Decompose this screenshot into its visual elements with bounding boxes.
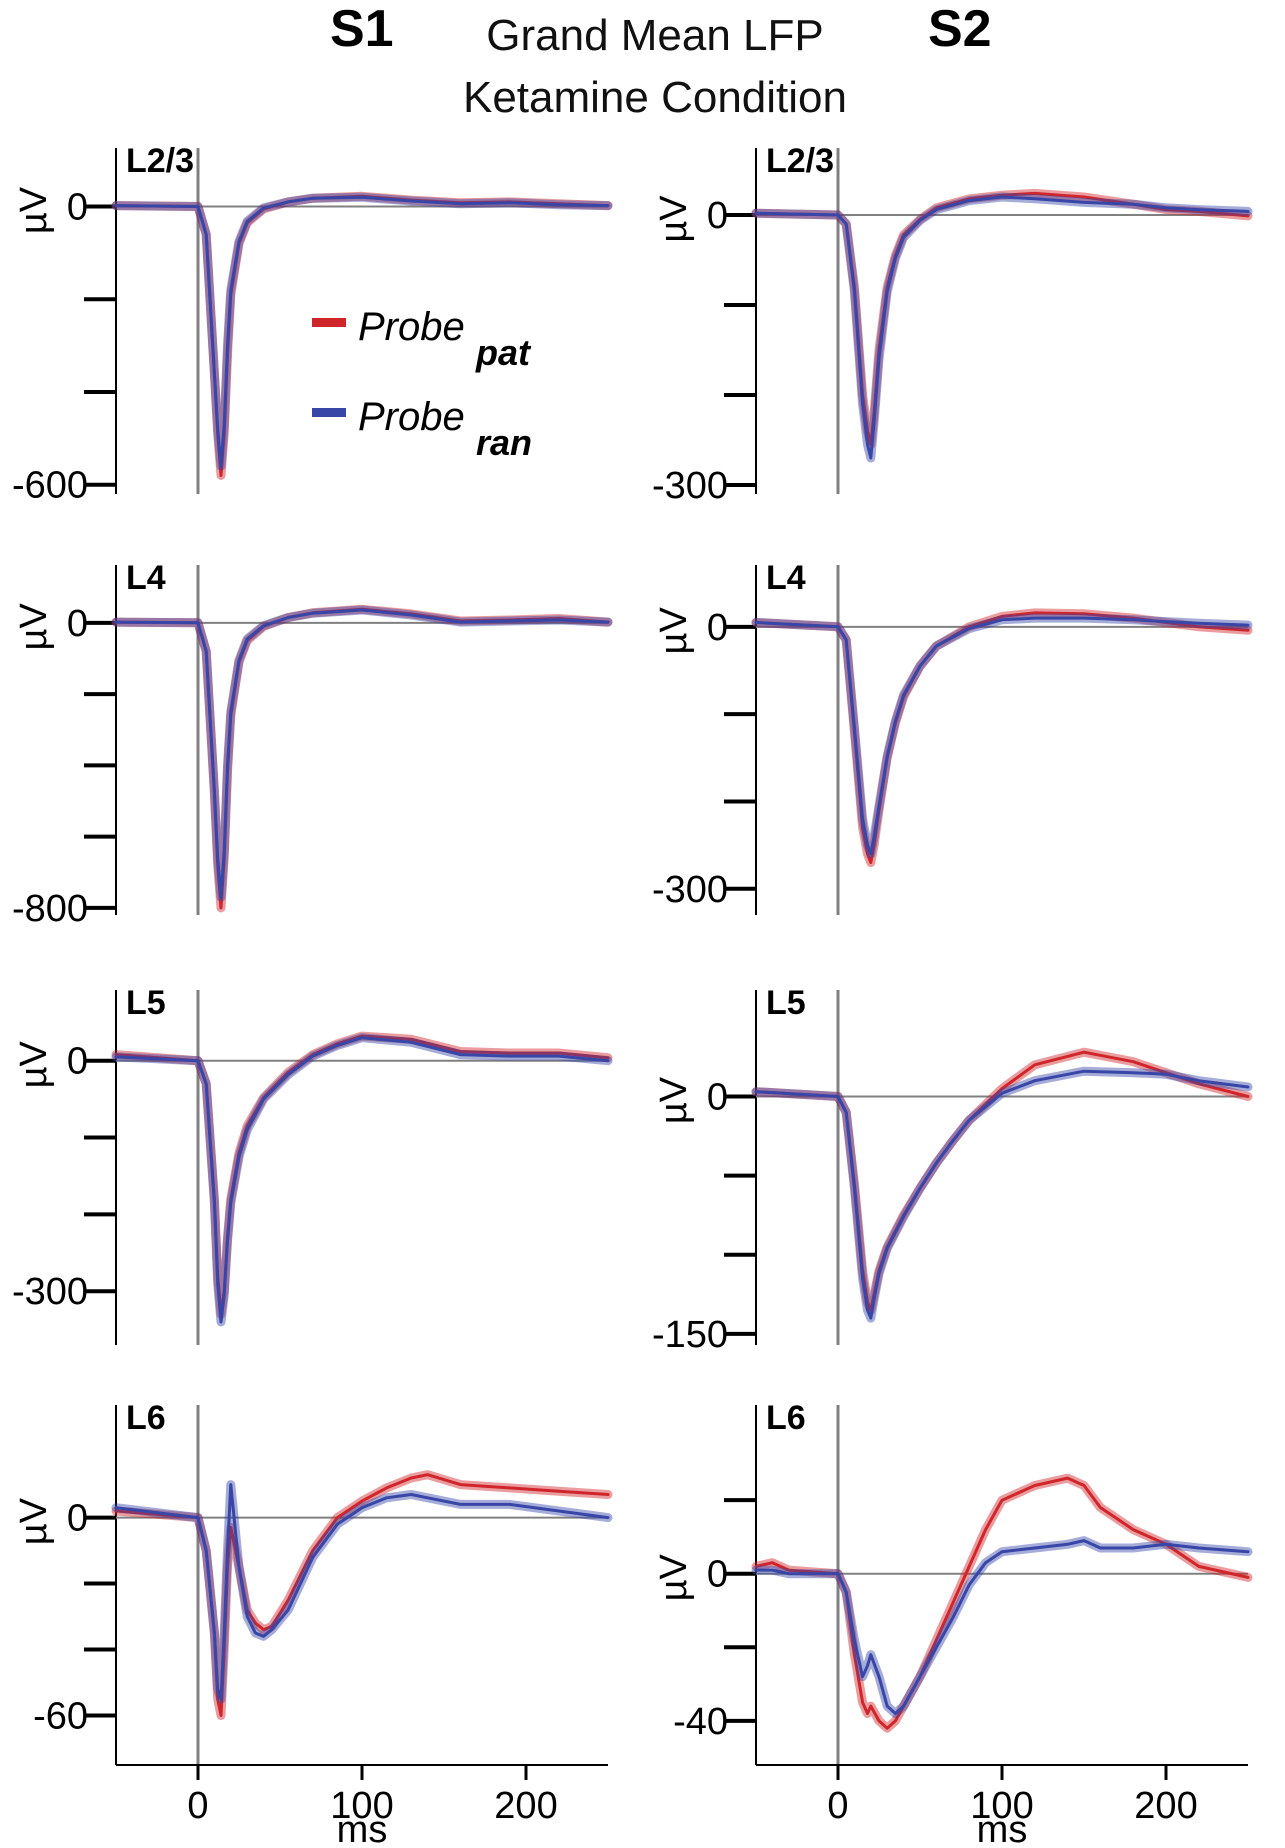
legend-label-pat: Probe (358, 305, 465, 349)
series-line-ran-s1-l5 (114, 1036, 610, 1324)
y-tick-label-s1-l6: -60 (33, 1696, 88, 1738)
y-tick-label-s2-l6: -40 (673, 1701, 728, 1743)
x-axis-label-s2-l6: ms (977, 1809, 1028, 1848)
series-line-pat-s2-l6 (754, 1476, 1250, 1730)
series-band-ran-s1-l4 (111, 605, 613, 902)
panel-label-s2-l4: L4 (766, 559, 806, 597)
y-tick-label-s1-l6: 0 (67, 1498, 88, 1540)
y-tick-label-s1-l5: -300 (12, 1271, 88, 1313)
series-line-ran-s1-l2-3 (114, 195, 610, 468)
y-tick-label-s2-l5: 0 (707, 1076, 728, 1118)
y-tick-label-s2-l4: -300 (652, 869, 728, 911)
series-line-ran-s2-l6 (754, 1539, 1250, 1715)
legend-swatch-ran (312, 408, 346, 417)
y-unit-label-s2-l6: µV (653, 1553, 695, 1601)
y-unit-label-s2-l2-3: µV (653, 195, 695, 243)
panel-s2-l4: 0 -300 µV L4 (652, 559, 1253, 915)
series-band-ran-s2-l6 (751, 1536, 1253, 1718)
panel-s1-l6: 0 -60 µV L6 0 100 200 ms (13, 1399, 613, 1848)
legend-swatch-pat (312, 318, 346, 327)
series-band-pat-s1-l4 (111, 604, 613, 913)
column-head-s1: S1 (330, 0, 394, 58)
panel-label-s2-l6: L6 (766, 1399, 806, 1437)
series-line-ran-s2-l5 (754, 1069, 1250, 1320)
y-tick-label-s1-l4: 0 (67, 603, 88, 645)
panel-label-s1-l5: L5 (126, 984, 166, 1022)
y-unit-label-s2-l5: µV (653, 1076, 695, 1124)
y-tick-label-s2-l5: -150 (652, 1314, 728, 1356)
panel-label-s1-l2-3: L2/3 (126, 142, 194, 180)
legend-sublabel-pat: pat (475, 332, 532, 373)
x-tick-label-s2-l6: 0 (827, 1785, 848, 1827)
panel-s2-l2-3: 0 -300 µV L2/3 (652, 142, 1253, 507)
y-tick-label-s2-l2-3: 0 (707, 195, 728, 237)
chart-title-line1: Grand Mean LFP (486, 11, 824, 60)
y-unit-label-s2-l4: µV (653, 607, 695, 655)
series-band-pat-s1-l5 (111, 1031, 613, 1319)
x-tick-label-s1-l6: 100 (330, 1785, 393, 1827)
panel-s2-l6: 0 -40 µV L6 0 100 200 ms (653, 1399, 1253, 1848)
series-line-pat-s2-l2-3 (754, 191, 1250, 446)
panel-s1-l2-3: 0 -600 µV L2/3 (12, 142, 613, 507)
series-line-ran-s1-l6 (114, 1483, 610, 1701)
column-head-s2: S2 (928, 0, 992, 58)
y-tick-label-s1-l2-3: 0 (67, 187, 88, 229)
y-tick-label-s1-l5: 0 (67, 1041, 88, 1083)
panel-s1-l5: 0 -300 µV L5 (12, 984, 613, 1345)
y-unit-label-s1-l4: µV (13, 603, 55, 651)
y-tick-label-s2-l6: 0 (707, 1554, 728, 1596)
x-tick-label-s1-l6: 0 (187, 1785, 208, 1827)
y-tick-label-s2-l4: 0 (707, 607, 728, 649)
panel-label-s1-l4: L4 (126, 559, 166, 597)
series-line-ran-s1-l4 (114, 608, 610, 899)
series-line-pat-s1-l5 (114, 1034, 610, 1316)
series-band-ran-s1-l5 (111, 1033, 613, 1327)
series-band-ran-s2-l5 (751, 1066, 1253, 1323)
series-line-pat-s2-l4 (754, 611, 1250, 865)
y-tick-label-s2-l2-3: -300 (652, 465, 728, 507)
panel-label-s1-l6: L6 (126, 1399, 166, 1437)
legend-label-ran: Probe (358, 395, 465, 439)
y-unit-label-s1-l6: µV (13, 1497, 55, 1545)
legend: Probe pat Probe ran (312, 305, 532, 463)
y-unit-label-s1-l2-3: µV (13, 186, 55, 234)
series-line-ran-s2-l2-3 (754, 195, 1250, 460)
panels-group: 0 -600 µV L2/3 0 -800 µV L4 0 -300 µV L5 0 -60 µV L6 0 10… (12, 142, 1253, 1848)
y-unit-label-s1-l5: µV (13, 1040, 55, 1088)
series-line-pat-s1-l6 (114, 1473, 610, 1717)
legend-sublabel-ran: ran (476, 422, 532, 463)
panel-label-s2-l2-3: L2/3 (766, 142, 834, 180)
panel-s1-l4: 0 -800 µV L4 (12, 559, 613, 930)
panel-label-s2-l5: L5 (766, 984, 806, 1022)
chart-title-line2: Ketamine Condition (463, 73, 847, 122)
x-tick-label-s2-l6: 200 (1134, 1785, 1197, 1827)
series-band-ran-s2-l4 (751, 613, 1253, 859)
x-tick-label-s2-l6: 100 (970, 1785, 1033, 1827)
x-tick-label-s1-l6: 200 (494, 1785, 557, 1827)
series-band-pat-s2-l2-3 (751, 188, 1253, 449)
panel-s2-l5: 0 -150 µV L5 (652, 984, 1253, 1356)
x-axis-label-s1-l6: ms (337, 1809, 388, 1848)
series-band-ran-s2-l2-3 (751, 192, 1253, 463)
series-band-pat-s2-l6 (751, 1473, 1253, 1733)
series-band-pat-s2-l4 (751, 608, 1253, 868)
series-line-ran-s2-l4 (754, 616, 1250, 856)
series-line-pat-s1-l4 (114, 607, 610, 910)
y-tick-label-s1-l2-3: -600 (12, 465, 88, 507)
y-tick-label-s1-l4: -800 (12, 888, 88, 930)
